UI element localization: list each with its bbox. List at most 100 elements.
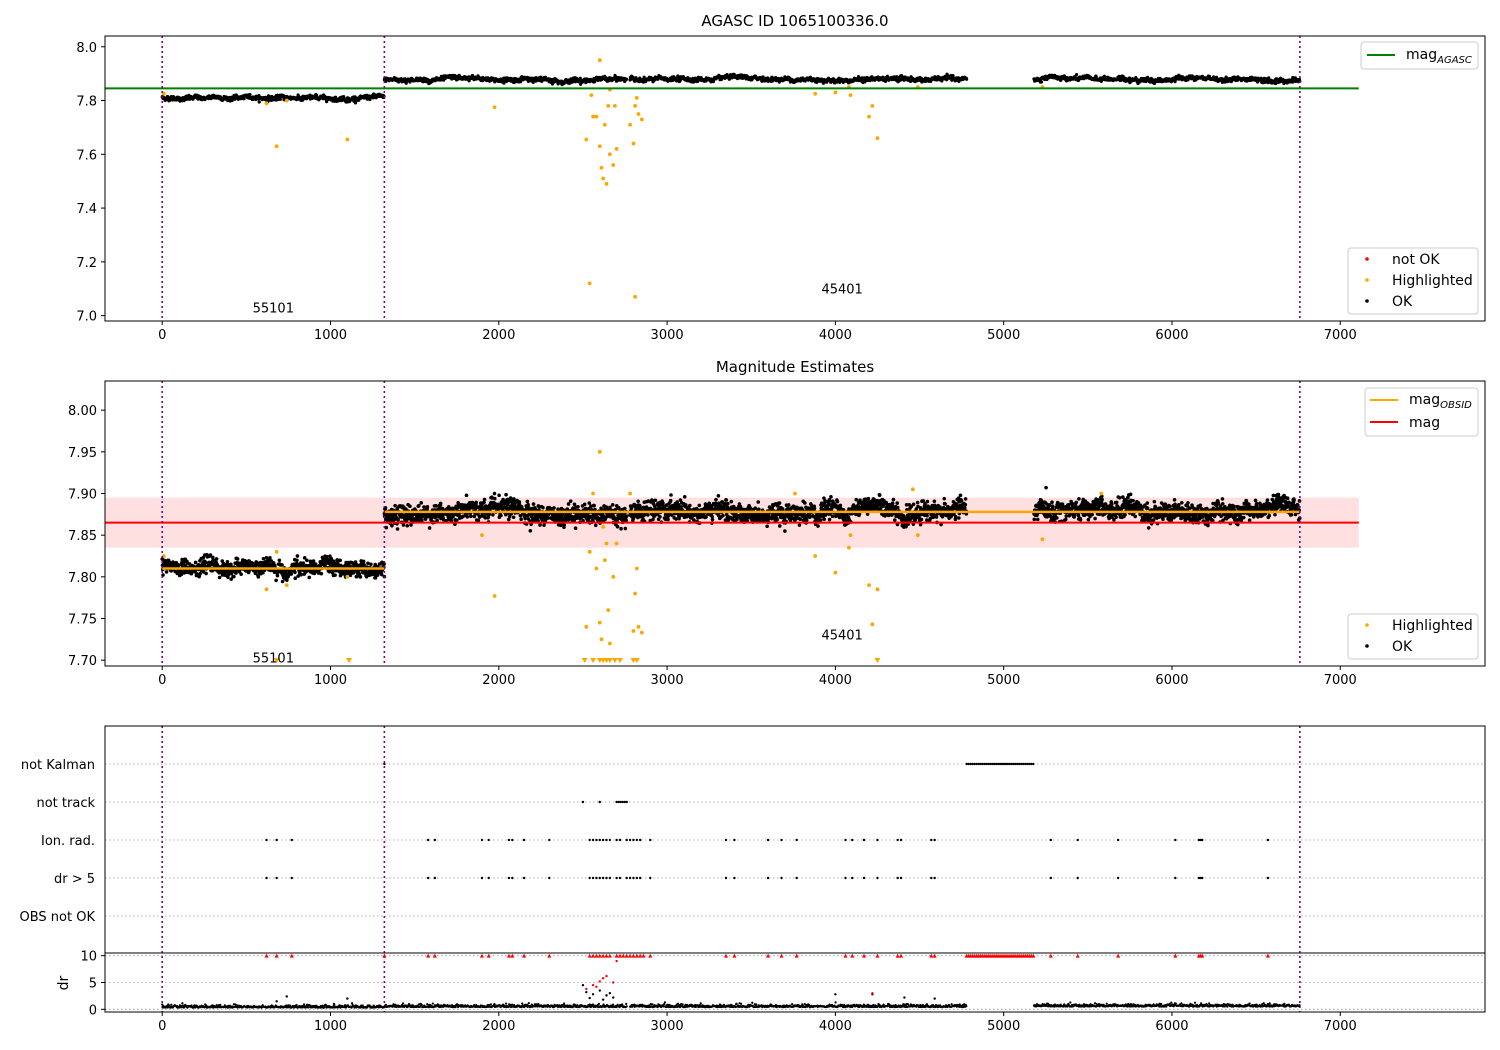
- ok-point: [390, 523, 394, 528]
- ok-point: [528, 528, 533, 533]
- y-tick-label: 7.8: [76, 95, 97, 110]
- ok-point: [465, 514, 470, 519]
- legend-mag-agasc-sub: AGASC: [1436, 55, 1472, 66]
- ok-point: [469, 514, 473, 519]
- highlighted-point: [848, 93, 853, 98]
- ok-point: [393, 503, 397, 508]
- highlighted-point: [639, 117, 644, 122]
- ok-point: [338, 558, 343, 563]
- highlighted-point: [634, 95, 639, 100]
- highlighted-point: [607, 152, 612, 157]
- ok-point: [566, 502, 571, 506]
- highlighted-point: [602, 122, 607, 127]
- ok-point: [552, 506, 556, 510]
- ok-point: [275, 573, 280, 578]
- ok-point: [277, 558, 282, 563]
- ok-point: [425, 505, 430, 509]
- ok-point: [295, 558, 299, 563]
- ok-point: [438, 501, 443, 506]
- ok-point: [235, 557, 240, 561]
- ok-point: [299, 572, 303, 577]
- highlighted-point: [604, 181, 609, 186]
- ok-point: [274, 578, 278, 583]
- highlighted-point: [587, 281, 592, 286]
- highlighted-point: [870, 104, 875, 108]
- ok-point: [307, 575, 312, 580]
- ok-point: [293, 570, 297, 575]
- x-tick-label: 3000: [651, 328, 684, 343]
- ok-point: [427, 526, 432, 530]
- ok-point: [455, 518, 459, 523]
- ok-point: [419, 501, 424, 505]
- highlighted-point: [606, 104, 611, 108]
- highlighted-point: [591, 114, 595, 119]
- ok-point: [301, 561, 306, 565]
- highlighted-point: [284, 98, 289, 103]
- ok-point: [497, 493, 501, 498]
- ok-point: [361, 559, 366, 564]
- ok-point: [592, 503, 596, 508]
- y-tick-label: 7.0: [76, 310, 97, 325]
- highlighted-point: [589, 93, 594, 98]
- obsid-label: 45401: [821, 283, 862, 298]
- panel2-title: Magnitude Estimates: [716, 358, 874, 376]
- ok-point: [666, 517, 670, 522]
- highlighted-point: [875, 136, 880, 141]
- ok-point: [256, 575, 261, 579]
- ok-point: [668, 498, 673, 503]
- ok-point: [682, 495, 687, 499]
- ok-point: [492, 496, 497, 501]
- ok-point: [573, 526, 578, 531]
- ok-point: [396, 518, 400, 522]
- ok-point: [204, 571, 208, 576]
- ok-point: [761, 75, 765, 79]
- highlighted-point: [345, 137, 350, 142]
- highlighted-point: [584, 137, 589, 142]
- ok-point: [1039, 80, 1043, 84]
- x-tick-label: 1000: [314, 328, 347, 343]
- ok-point: [526, 502, 530, 507]
- ok-point: [587, 501, 592, 505]
- ok-point: [333, 573, 337, 577]
- ok-point: [1074, 72, 1079, 77]
- ok-point: [217, 575, 222, 580]
- ok-point: [538, 523, 542, 527]
- x-tick-label: 2000: [482, 328, 515, 343]
- ok-point: [358, 575, 363, 579]
- ok-point: [369, 562, 373, 567]
- ok-point: [562, 523, 567, 527]
- ok-point: [417, 503, 421, 508]
- highlighted-point: [492, 105, 497, 110]
- ok-point: [434, 504, 438, 508]
- panel1-legend-upper: magAGASC: [1360, 41, 1479, 70]
- highlighted-point: [867, 114, 871, 119]
- ok-point: [504, 492, 508, 497]
- ok-point: [311, 559, 316, 563]
- ok-point: [531, 502, 536, 506]
- ok-point: [319, 571, 324, 576]
- ok-point: [511, 515, 516, 520]
- highlighted-point: [614, 147, 619, 151]
- highlighted-point: [611, 163, 616, 167]
- ok-point: [623, 526, 628, 531]
- ok-point: [576, 505, 580, 509]
- ok-point: [499, 513, 503, 518]
- legend-mag-agasc: mag: [1406, 47, 1437, 63]
- x-tick-label: 7000: [1324, 328, 1357, 343]
- ok-point: [248, 93, 252, 97]
- ok-point: [623, 506, 627, 511]
- highlighted-point: [594, 114, 599, 119]
- ok-point: [164, 570, 169, 574]
- ok-point: [280, 563, 284, 567]
- ok-point: [232, 574, 236, 579]
- ok-point: [615, 524, 620, 529]
- ok-point: [525, 499, 530, 504]
- ok-point: [193, 560, 198, 565]
- ok-point: [965, 77, 969, 81]
- ok-point: [474, 500, 478, 505]
- ok-point: [646, 513, 650, 517]
- highlighted-point: [613, 104, 617, 108]
- ok-point: [636, 499, 640, 504]
- ok-point: [519, 517, 523, 521]
